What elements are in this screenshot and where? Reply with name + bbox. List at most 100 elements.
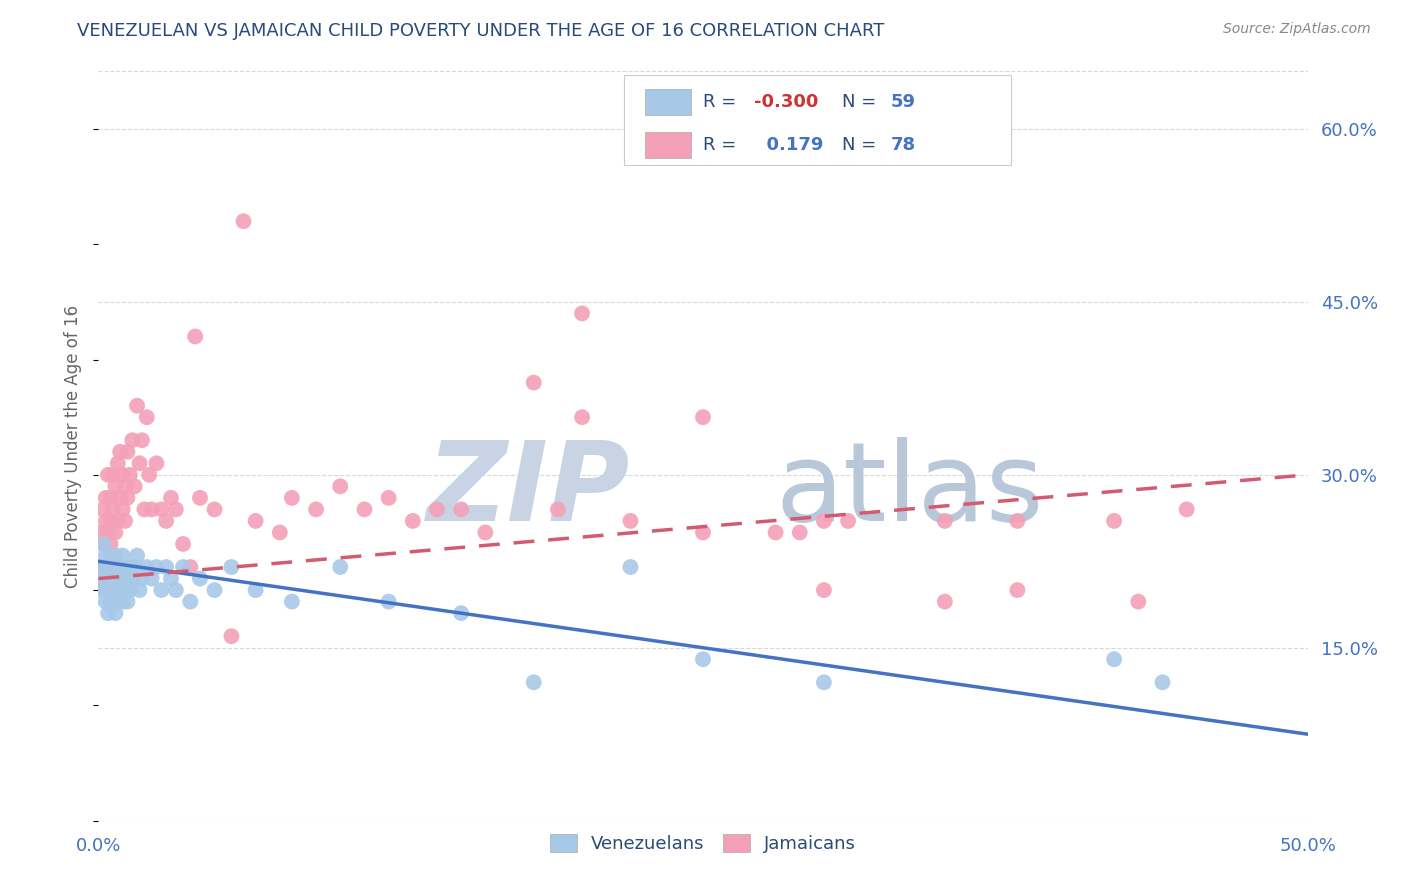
- Point: [104, 549, 127, 563]
- Text: atlas: atlas: [776, 437, 1045, 544]
- Point: [97, 572, 120, 586]
- Point: [692, 410, 714, 425]
- Point: [94, 491, 117, 505]
- Text: -0.300: -0.300: [754, 93, 818, 111]
- Point: [131, 434, 153, 448]
- Point: [150, 583, 173, 598]
- Point: [571, 410, 593, 425]
- Point: [104, 525, 127, 540]
- Point: [547, 502, 569, 516]
- Point: [107, 594, 129, 608]
- Point: [145, 560, 167, 574]
- Point: [131, 572, 153, 586]
- Point: [117, 444, 139, 458]
- Point: [118, 583, 141, 598]
- Point: [101, 560, 124, 574]
- Text: R =: R =: [703, 136, 742, 153]
- Y-axis label: Child Poverty Under the Age of 16: Child Poverty Under the Age of 16: [65, 304, 83, 588]
- Point: [97, 467, 120, 482]
- Point: [179, 594, 201, 608]
- Point: [184, 329, 207, 343]
- Point: [619, 560, 641, 574]
- Point: [111, 572, 134, 586]
- Point: [402, 514, 425, 528]
- Point: [108, 444, 131, 458]
- Point: [1102, 514, 1125, 528]
- Point: [104, 583, 127, 598]
- Point: [160, 491, 183, 505]
- Point: [100, 491, 122, 505]
- Point: [124, 479, 146, 493]
- Point: [91, 537, 114, 551]
- Point: [94, 583, 117, 598]
- Point: [94, 514, 117, 528]
- Point: [135, 410, 157, 425]
- Point: [107, 572, 129, 586]
- Point: [97, 560, 120, 574]
- Point: [124, 560, 146, 574]
- Point: [114, 479, 136, 493]
- Point: [134, 502, 156, 516]
- Point: [571, 306, 593, 320]
- Point: [934, 514, 956, 528]
- Point: [172, 537, 194, 551]
- Point: [150, 502, 173, 516]
- Point: [813, 675, 835, 690]
- Point: [91, 502, 114, 516]
- Point: [101, 502, 124, 516]
- Point: [114, 560, 136, 574]
- Text: Source: ZipAtlas.com: Source: ZipAtlas.com: [1223, 22, 1371, 37]
- Point: [121, 434, 143, 448]
- Point: [329, 479, 352, 493]
- Point: [107, 514, 129, 528]
- Point: [474, 525, 496, 540]
- Point: [111, 594, 134, 608]
- Point: [172, 560, 194, 574]
- Point: [523, 376, 546, 390]
- Point: [692, 525, 714, 540]
- Point: [97, 525, 120, 540]
- FancyBboxPatch shape: [645, 89, 690, 115]
- Point: [141, 502, 163, 516]
- Point: [118, 560, 141, 574]
- Point: [269, 525, 291, 540]
- Point: [104, 606, 127, 620]
- Point: [1102, 652, 1125, 666]
- Point: [108, 491, 131, 505]
- Point: [813, 514, 835, 528]
- Point: [101, 572, 124, 586]
- Text: R =: R =: [703, 93, 742, 111]
- Point: [765, 525, 787, 540]
- Text: N =: N =: [842, 93, 882, 111]
- Point: [91, 572, 114, 586]
- Point: [221, 629, 243, 643]
- Point: [97, 606, 120, 620]
- Point: [127, 399, 149, 413]
- Point: [281, 491, 304, 505]
- Point: [114, 583, 136, 598]
- Point: [1007, 583, 1029, 598]
- Point: [135, 560, 157, 574]
- Point: [101, 467, 124, 482]
- Point: [107, 456, 129, 470]
- Point: [245, 583, 267, 598]
- Point: [245, 514, 267, 528]
- Point: [117, 572, 139, 586]
- Text: N =: N =: [842, 136, 882, 153]
- Point: [138, 467, 160, 482]
- Point: [128, 456, 150, 470]
- Point: [1007, 514, 1029, 528]
- Point: [204, 502, 226, 516]
- Point: [111, 467, 134, 482]
- Legend: Venezuelans, Jamaicans: Venezuelans, Jamaicans: [543, 827, 863, 860]
- Point: [90, 525, 112, 540]
- Point: [426, 502, 449, 516]
- FancyBboxPatch shape: [624, 75, 1011, 165]
- Point: [100, 594, 122, 608]
- Point: [281, 594, 304, 608]
- Point: [353, 502, 375, 516]
- Point: [837, 514, 859, 528]
- Point: [813, 583, 835, 598]
- Point: [377, 594, 399, 608]
- Point: [111, 549, 134, 563]
